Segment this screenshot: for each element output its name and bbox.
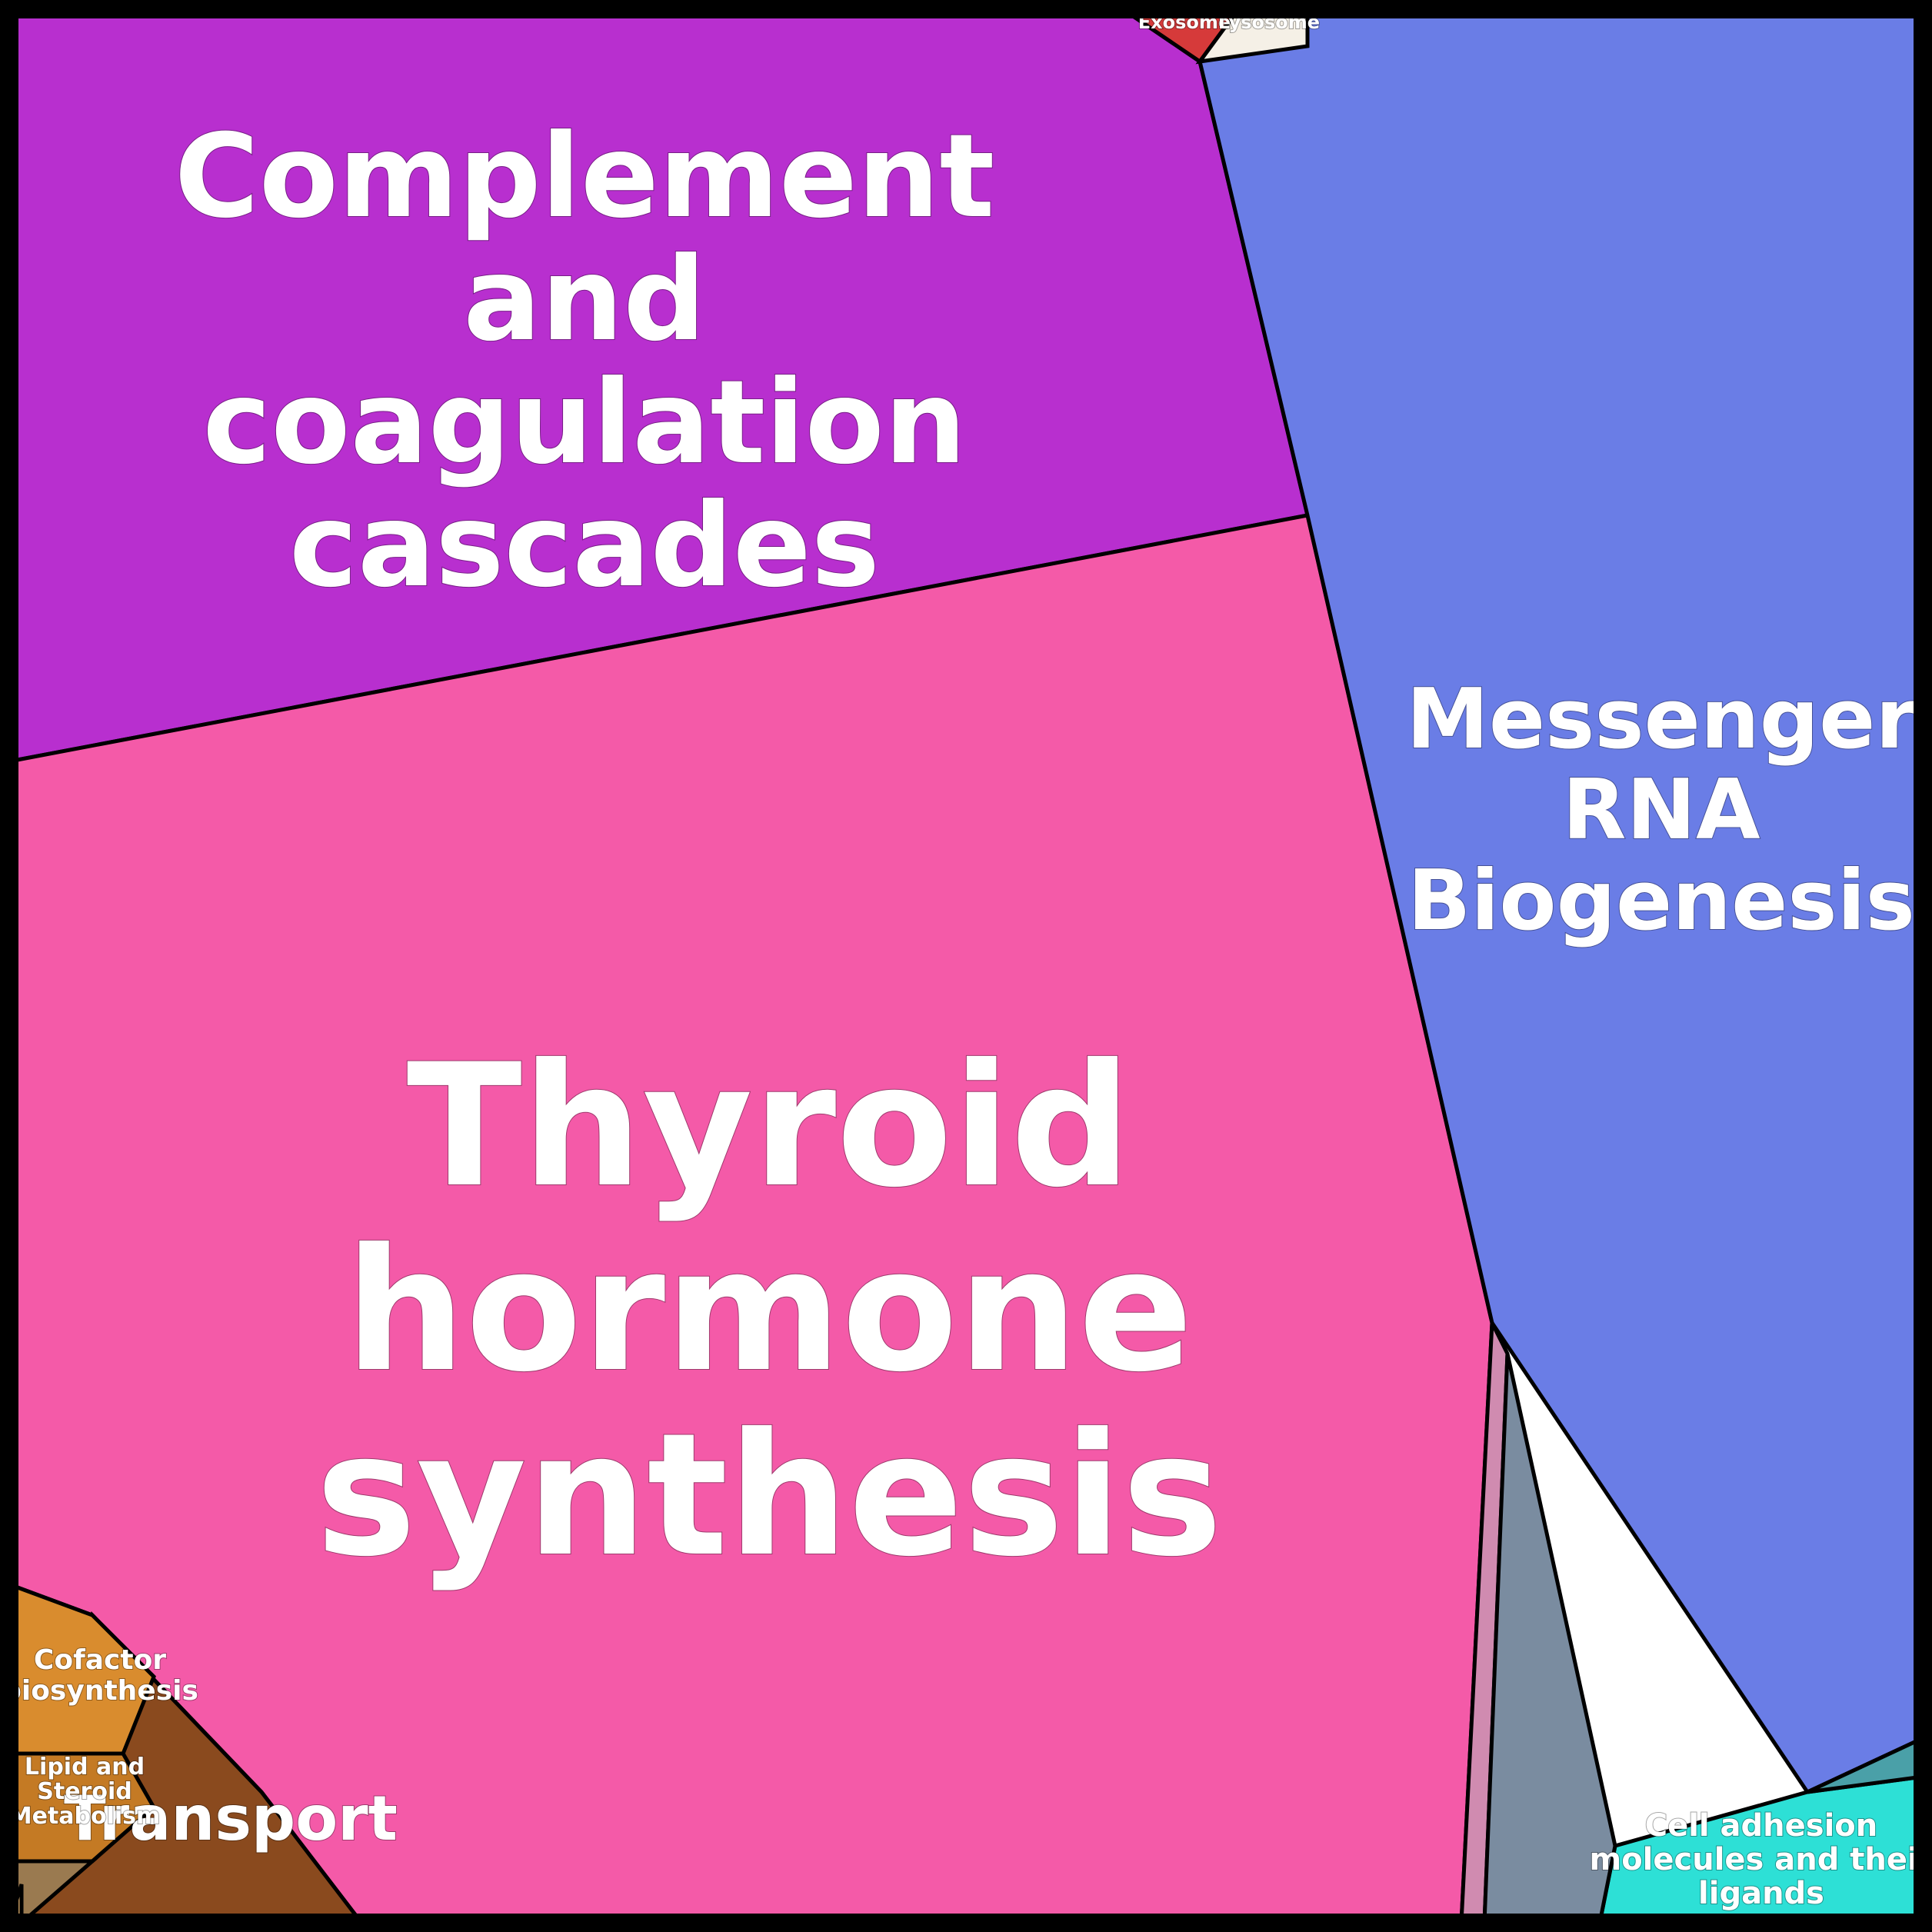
label-messenger-line-1: RNA (1562, 762, 1760, 858)
label-complement-line-0: Complement (175, 110, 994, 244)
label-messenger-line-2: Biogenesis (1407, 853, 1915, 949)
label-thyroid-line-2: synthesis (315, 1397, 1222, 1594)
label-complement-line-1: and (463, 233, 705, 367)
label-cofactor-line-0: Cofactor (34, 1644, 166, 1676)
label-complement: Complementandcoagulationcascades (175, 110, 994, 613)
label-celladh-line-1: molecules and their (1590, 1842, 1932, 1877)
label-celladh-line-0: Cell adhesion (1645, 1808, 1878, 1844)
label-lipid-line-2: Metabolism (9, 1803, 161, 1830)
voronoi-treemap: Complementandcoagulationcascades Thyroidh… (0, 0, 1932, 1932)
label-messenger-line-0: Messenger (1406, 671, 1916, 768)
label-thyroid-line-1: hormone (345, 1212, 1193, 1409)
label-lipid-line-0: Lipid and (25, 1754, 145, 1780)
label-lipid-line-1: Steroid (37, 1778, 132, 1805)
label-thyroid-line-0: Thyroid (407, 1028, 1132, 1224)
label-complement-line-2: coagulation (203, 356, 967, 490)
label-celladh-line-2: ligands (1698, 1876, 1824, 1911)
label-thyroid: Thyroidhormonesynthesis (315, 1028, 1222, 1594)
label-cofactor-line-1: biosynthesis (2, 1675, 198, 1707)
label-complement-line-3: cascades (289, 479, 880, 613)
